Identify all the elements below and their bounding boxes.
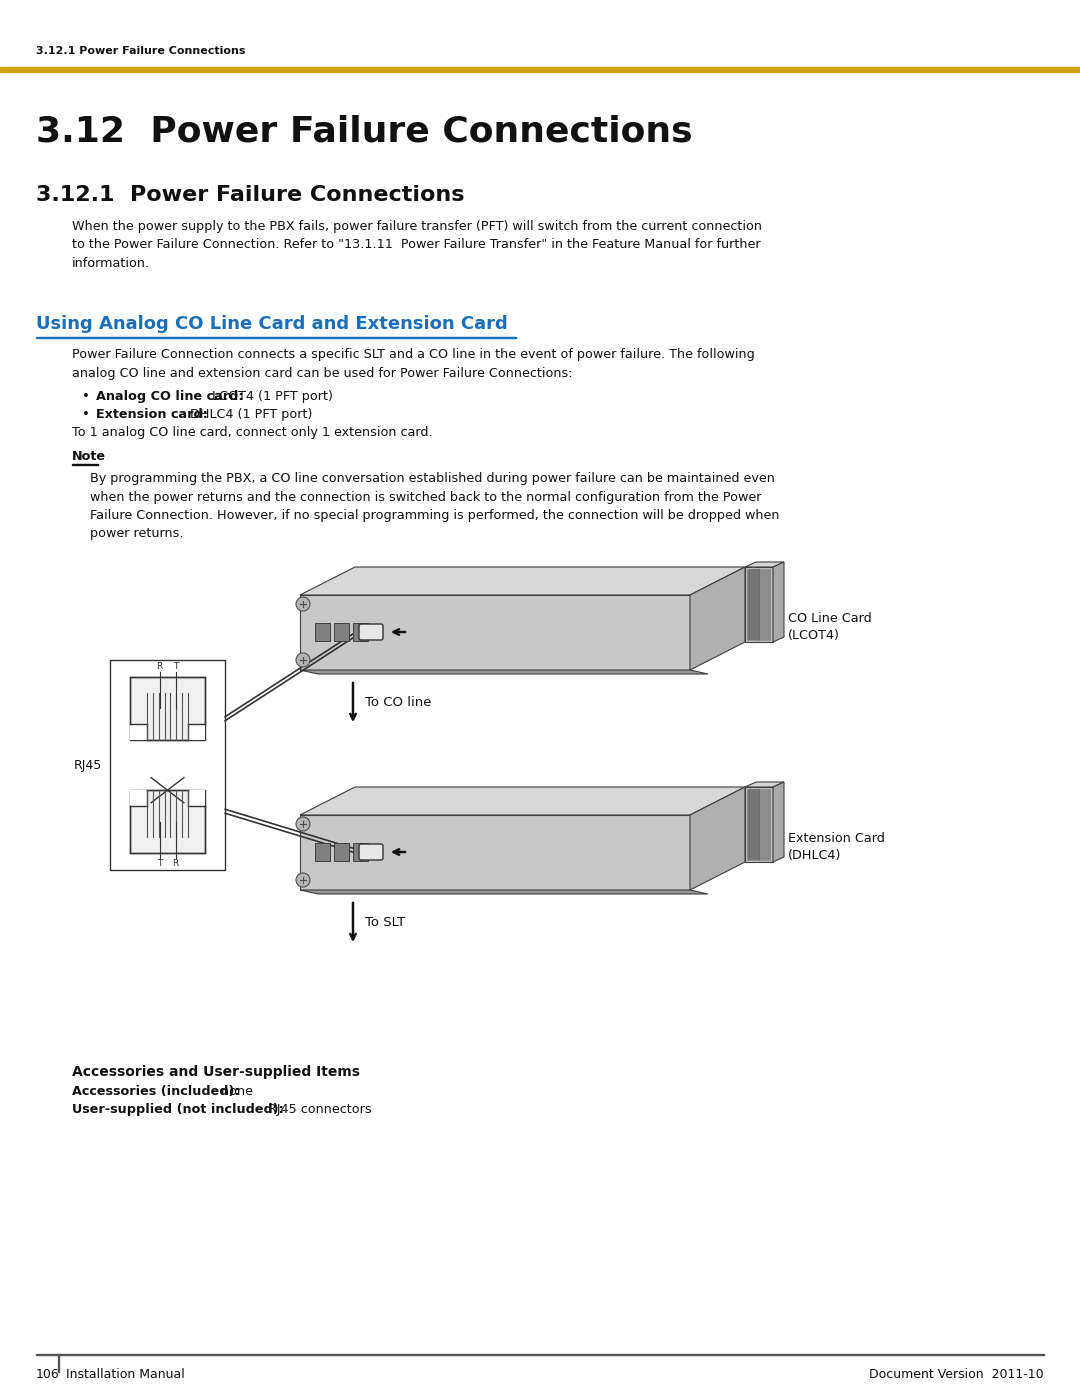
Text: Document Version  2011-10: Document Version 2011-10 — [869, 1368, 1044, 1382]
Bar — [130, 724, 147, 740]
Text: Analog CO line card:: Analog CO line card: — [96, 390, 243, 402]
Polygon shape — [300, 567, 745, 595]
Text: T: T — [173, 662, 178, 671]
Polygon shape — [690, 787, 745, 890]
Text: 106: 106 — [36, 1368, 59, 1382]
Bar — [188, 791, 205, 806]
Bar — [353, 623, 368, 641]
Polygon shape — [300, 671, 708, 673]
Circle shape — [296, 873, 310, 887]
Text: RJ45: RJ45 — [73, 759, 102, 771]
Bar — [334, 842, 349, 861]
Text: Accessories and User-supplied Items: Accessories and User-supplied Items — [72, 1065, 360, 1078]
Circle shape — [296, 817, 310, 831]
Bar — [130, 676, 205, 740]
Text: RJ45 connectors: RJ45 connectors — [264, 1104, 372, 1116]
Text: 3.12.1 Power Failure Connections: 3.12.1 Power Failure Connections — [36, 46, 245, 56]
Polygon shape — [745, 567, 773, 643]
Text: When the power supply to the PBX fails, power failure transfer (PFT) will switch: When the power supply to the PBX fails, … — [72, 219, 762, 270]
FancyBboxPatch shape — [359, 624, 383, 640]
Circle shape — [296, 652, 310, 666]
Text: R: R — [157, 662, 163, 671]
Bar — [0, 67, 1080, 73]
Bar — [315, 623, 330, 641]
Text: Installation Manual: Installation Manual — [66, 1368, 185, 1382]
Polygon shape — [300, 890, 708, 894]
Polygon shape — [745, 562, 784, 567]
Text: Note: Note — [72, 450, 106, 462]
Text: Extension Card
(DHLC4): Extension Card (DHLC4) — [788, 833, 885, 862]
Text: 3.12  Power Failure Connections: 3.12 Power Failure Connections — [36, 115, 692, 149]
Polygon shape — [690, 567, 745, 671]
Text: By programming the PBX, a CO line conversation established during power failure : By programming the PBX, a CO line conver… — [90, 472, 780, 541]
Polygon shape — [773, 562, 784, 643]
Bar — [110, 659, 225, 870]
Polygon shape — [745, 782, 784, 787]
Polygon shape — [300, 814, 690, 890]
Text: •: • — [82, 390, 90, 402]
Text: DHLC4 (1 PFT port): DHLC4 (1 PFT port) — [186, 408, 312, 420]
Bar — [36, 337, 516, 338]
Polygon shape — [773, 782, 784, 862]
Text: none: none — [217, 1085, 253, 1098]
Text: •: • — [82, 408, 90, 420]
Text: CO Line Card
(LCOT4): CO Line Card (LCOT4) — [788, 612, 872, 643]
Bar — [315, 842, 330, 861]
Text: T: T — [157, 859, 162, 868]
Text: Extension card:: Extension card: — [96, 408, 207, 420]
Circle shape — [296, 597, 310, 610]
Bar — [130, 791, 147, 806]
FancyBboxPatch shape — [359, 844, 383, 861]
Bar — [130, 791, 205, 854]
Text: To 1 analog CO line card, connect only 1 extension card.: To 1 analog CO line card, connect only 1… — [72, 426, 433, 439]
Text: Using Analog CO Line Card and Extension Card: Using Analog CO Line Card and Extension … — [36, 314, 508, 332]
Text: Power Failure Connection connects a specific SLT and a CO line in the event of p: Power Failure Connection connects a spec… — [72, 348, 755, 380]
Polygon shape — [745, 787, 773, 862]
Polygon shape — [300, 595, 690, 671]
Text: User-supplied (not included):: User-supplied (not included): — [72, 1104, 284, 1116]
Polygon shape — [300, 787, 745, 814]
Text: To CO line: To CO line — [365, 696, 432, 708]
Text: LCOT4 (1 PFT port): LCOT4 (1 PFT port) — [208, 390, 333, 402]
Text: Accessories (included):: Accessories (included): — [72, 1085, 240, 1098]
Text: 3.12.1  Power Failure Connections: 3.12.1 Power Failure Connections — [36, 184, 464, 205]
Bar — [188, 724, 205, 740]
Bar — [334, 623, 349, 641]
Text: To SLT: To SLT — [365, 915, 405, 929]
Text: R: R — [173, 859, 178, 868]
Bar — [353, 842, 368, 861]
